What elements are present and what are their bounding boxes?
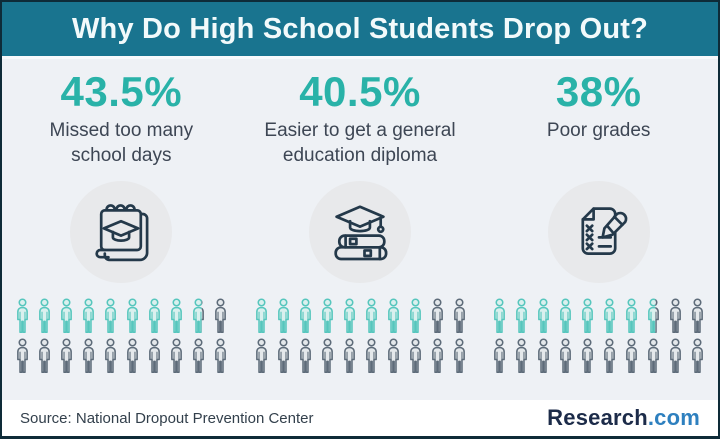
stat-column-ged-diploma: 40.5% Easier to get a general education … xyxy=(241,59,480,400)
person-icon xyxy=(124,297,141,335)
person-icon xyxy=(429,297,446,335)
brand-name: Research xyxy=(547,405,648,430)
pictograph-row xyxy=(241,337,480,375)
person-icon xyxy=(689,337,706,375)
percent-value: 43.5% xyxy=(60,68,183,115)
person-icon xyxy=(14,337,31,375)
person-icon xyxy=(190,337,207,375)
person-icon xyxy=(36,297,53,335)
stat-column-missed-days: 43.5% Missed too many school days xyxy=(2,59,241,400)
person-icon xyxy=(319,337,336,375)
person-icon xyxy=(579,297,596,335)
pictograph-row xyxy=(2,337,241,375)
pictograph-row xyxy=(479,297,718,335)
footer-bar: Source: National Dropout Prevention Cent… xyxy=(2,400,718,436)
person-icon xyxy=(645,297,662,335)
research-com-logo: Research.com xyxy=(547,405,700,431)
person-icon xyxy=(535,337,552,375)
person-icon xyxy=(429,337,446,375)
person-icon xyxy=(385,297,402,335)
person-icon xyxy=(190,297,207,335)
header-divider xyxy=(2,56,718,59)
exam-pencil-icon xyxy=(581,207,628,256)
icon-circle xyxy=(70,181,173,284)
pictograph xyxy=(2,297,241,375)
person-icon xyxy=(579,337,596,375)
person-icon xyxy=(36,337,53,375)
pictograph xyxy=(241,297,480,375)
person-icon xyxy=(168,297,185,335)
percent-value: 40.5% xyxy=(299,68,421,115)
person-icon xyxy=(168,337,185,375)
pictograph-row xyxy=(2,297,241,335)
person-icon xyxy=(645,337,662,375)
person-icon xyxy=(80,337,97,375)
person-icon xyxy=(275,297,292,335)
person-icon xyxy=(491,337,508,375)
person-icon xyxy=(451,297,468,335)
person-icon xyxy=(557,297,574,335)
person-icon xyxy=(341,297,358,335)
person-icon xyxy=(297,297,314,335)
person-icon xyxy=(385,337,402,375)
person-icon xyxy=(102,297,119,335)
person-icon xyxy=(623,297,640,335)
person-icon xyxy=(601,337,618,375)
person-icon xyxy=(58,337,75,375)
person-icon xyxy=(319,297,336,335)
person-icon xyxy=(363,337,380,375)
page-title: Why Do High School Students Drop Out? xyxy=(71,12,649,45)
person-icon xyxy=(407,297,424,335)
person-icon xyxy=(363,297,380,335)
stat-column-poor-grades: 38% Poor grades xyxy=(479,59,718,400)
person-icon xyxy=(212,337,229,375)
person-icon xyxy=(407,337,424,375)
person-icon xyxy=(491,297,508,335)
percent-value: 38% xyxy=(555,68,642,115)
person-icon xyxy=(253,337,270,375)
source-text: Source: National Dropout Prevention Cent… xyxy=(20,409,314,427)
person-icon xyxy=(275,337,292,375)
calendar-graduation-icon xyxy=(95,204,149,262)
person-icon xyxy=(124,337,141,375)
person-icon xyxy=(253,297,270,335)
person-icon xyxy=(146,337,163,375)
pictograph xyxy=(479,297,718,375)
brand-tld: .com xyxy=(647,405,700,430)
person-icon xyxy=(80,297,97,335)
person-icon xyxy=(513,297,530,335)
header-banner: Why Do High School Students Drop Out? xyxy=(2,2,718,56)
person-icon xyxy=(341,337,358,375)
person-icon xyxy=(667,297,684,335)
person-icon xyxy=(212,297,229,335)
pictograph-row xyxy=(241,297,480,335)
books-graduation-icon xyxy=(334,205,388,261)
icon-circle xyxy=(547,181,650,284)
person-icon xyxy=(451,337,468,375)
reason-label: Easier to get a general education diplom… xyxy=(264,120,456,166)
person-icon xyxy=(513,337,530,375)
person-icon xyxy=(58,297,75,335)
reason-label: Missed too many school days xyxy=(49,120,194,166)
pictograph-row xyxy=(479,337,718,375)
stats-row: 43.5% Missed too many school days 40.5% … xyxy=(2,59,718,400)
person-icon xyxy=(689,297,706,335)
person-icon xyxy=(146,297,163,335)
reason-label: Poor grades xyxy=(546,120,651,142)
person-icon xyxy=(557,337,574,375)
person-icon xyxy=(601,297,618,335)
person-icon xyxy=(297,337,314,375)
person-icon xyxy=(667,337,684,375)
person-icon xyxy=(535,297,552,335)
person-icon xyxy=(623,337,640,375)
person-icon xyxy=(102,337,119,375)
person-icon xyxy=(14,297,31,335)
icon-circle xyxy=(309,181,411,284)
